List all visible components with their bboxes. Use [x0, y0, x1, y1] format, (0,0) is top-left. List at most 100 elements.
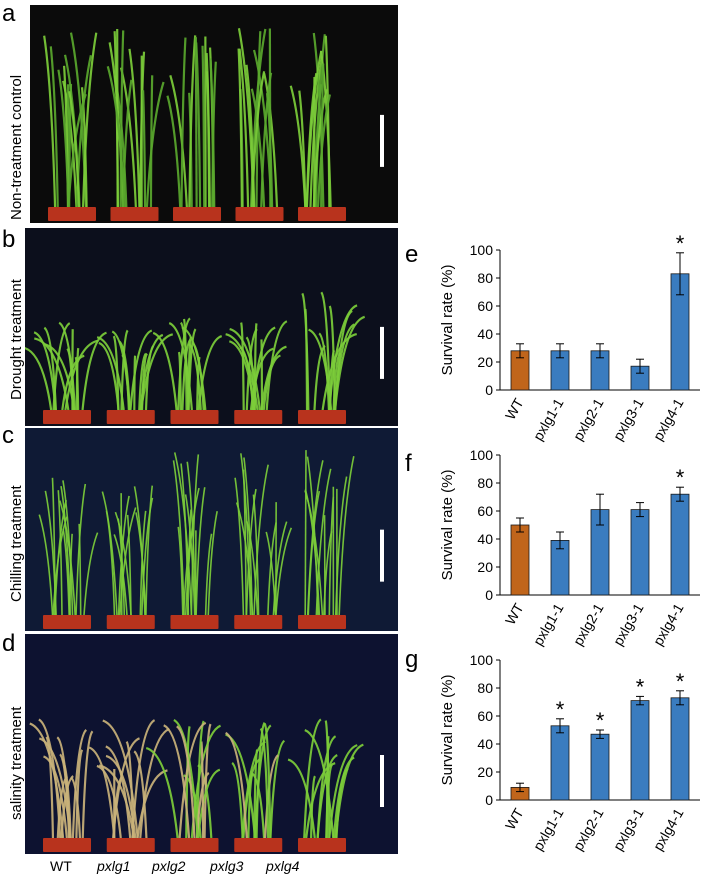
y-tick-label: 0: [485, 382, 493, 398]
leaf-blade: [245, 520, 259, 616]
significance-marker: *: [636, 674, 645, 699]
bar: [630, 509, 650, 596]
x-tick-label: pxlg4-1: [650, 395, 687, 443]
leaf-blade: [195, 487, 206, 616]
leaf-blade: [238, 48, 250, 208]
plant-pot-group: [287, 718, 364, 852]
plant-pot-group: [25, 321, 107, 424]
side-label-c: Chilling treatment: [8, 485, 25, 602]
significance-marker: *: [676, 669, 685, 694]
bar: [590, 733, 610, 801]
x-tick-label: pxlg3-1: [610, 600, 647, 648]
plant-pot-group: [235, 28, 284, 221]
leaf-blade: [178, 721, 207, 839]
leaf-blade: [172, 460, 185, 616]
photo-control-image: [30, 5, 398, 223]
y-tick-label: 100: [470, 242, 494, 258]
plant-pot-group: [234, 453, 293, 629]
leaf-blade: [177, 317, 191, 411]
leaf-blade: [304, 489, 321, 616]
leaf-blade: [25, 347, 53, 411]
bar: [670, 697, 690, 801]
leaf-blade: [200, 741, 205, 839]
scale-bar: [380, 114, 384, 167]
leaf-blade: [298, 90, 307, 208]
plant-pot: [170, 410, 219, 424]
leaf-blade: [188, 35, 197, 208]
photo-salinity-image: [25, 634, 398, 854]
leaf-blade: [74, 356, 80, 411]
leaf-blade: [312, 32, 325, 208]
leaf-blade: [263, 723, 272, 839]
leaf-blade: [145, 485, 154, 616]
leaf-blade: [139, 51, 146, 208]
y-tick-label: 80: [477, 475, 493, 491]
leaf-blade: [75, 749, 84, 839]
y-tick-label: 0: [485, 587, 493, 603]
chart-f: Survival rate (%) 0 20 40 60 80 100 WT pxlg1-1 px…: [405, 440, 705, 660]
side-label-a: Non-treatment control: [8, 74, 25, 220]
x-tick-label: WT: [502, 805, 527, 832]
leaf-blade: [149, 75, 154, 208]
leaf-blade: [325, 736, 330, 839]
leaf-blade: [152, 331, 178, 411]
plant-pot-group: [170, 452, 219, 629]
photo-salinity: [25, 634, 398, 854]
leaf-blade: [61, 354, 85, 411]
genotype-label-pxlg2: pxlg2: [152, 858, 186, 874]
leaf-blade: [275, 527, 293, 616]
photo-drought: [25, 228, 398, 426]
leaf-blade: [62, 480, 74, 616]
leaf-blade: [305, 762, 336, 839]
genotype-label-wt: WT: [50, 858, 72, 874]
panel-letter-g: g: [405, 646, 419, 673]
y-tick-label: 100: [470, 447, 494, 463]
leaf-blade: [318, 332, 331, 411]
bar: [510, 524, 530, 596]
leaf-blade: [133, 486, 146, 616]
plant-pot: [43, 410, 91, 424]
scale-bar: [380, 755, 384, 807]
leaf-blade: [304, 729, 335, 839]
leaf-blade: [169, 75, 188, 208]
plant-pot: [106, 615, 155, 629]
leaf-blade: [68, 91, 81, 208]
bar: [550, 725, 570, 801]
x-tick-label: pxlg2-1: [570, 395, 607, 443]
leaf-blade: [195, 42, 202, 208]
leaf-blade: [187, 343, 202, 411]
leaf-blade: [33, 337, 70, 411]
plant-pot-group: [289, 32, 346, 221]
leaf-blade: [44, 490, 57, 616]
leaf-blade: [176, 725, 196, 839]
x-tick-label: WT: [502, 395, 527, 422]
leaf-blade: [255, 31, 262, 208]
genotype-label-pxlg3: pxlg3: [210, 858, 244, 874]
leaf-blade: [98, 764, 136, 839]
plant-pot-group: [88, 719, 170, 852]
significance-marker: *: [556, 697, 565, 722]
y-tick-label: 80: [477, 680, 493, 696]
leaf-blade: [119, 67, 137, 208]
y-tick-label: 20: [477, 354, 493, 370]
leaf-blade: [180, 37, 187, 208]
leaf-blade: [304, 308, 309, 411]
plant-pot-group: [29, 718, 94, 852]
plant-pot-group: [145, 719, 222, 852]
y-axis-label: Survival rate (%): [439, 675, 456, 786]
y-tick-label: 40: [477, 326, 493, 342]
leaf-blade: [320, 63, 325, 208]
panel-letter-a: a: [2, 0, 16, 27]
leaf-blade: [239, 346, 255, 411]
plant-pot-group: [166, 35, 221, 221]
leaf-blade: [60, 775, 75, 839]
photo-drought-image: [25, 228, 398, 426]
leaf-blade: [303, 718, 322, 839]
leaf-blade: [197, 768, 221, 839]
leaf-blade: [119, 30, 125, 208]
leaf-blade: [328, 305, 336, 411]
y-tick-label: 20: [477, 764, 493, 780]
leaf-blade: [114, 511, 132, 616]
panel-letter-e: e: [405, 241, 419, 268]
